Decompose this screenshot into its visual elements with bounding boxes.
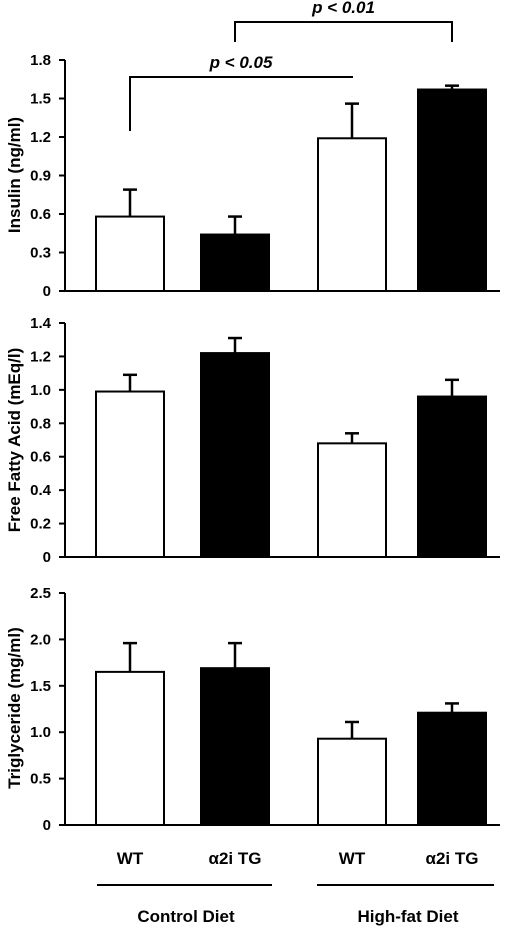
y-tick-label: 0.8 xyxy=(30,415,51,432)
bar-0 xyxy=(95,215,165,292)
y-tick-label: 0 xyxy=(43,283,51,300)
chart-panels: 0 0.3 0.6 0.9 1.2 1.5 1.8 Insulin (ng/ml) p < 0.… xyxy=(5,0,500,834)
y-tick-label: 0.9 xyxy=(30,168,51,185)
group-label-control: Control Diet xyxy=(137,907,235,926)
y-tick-label: 0.6 xyxy=(30,449,51,466)
x-label-2: WT xyxy=(339,849,366,868)
bar-0 xyxy=(95,670,165,826)
y-tick-label: 0.2 xyxy=(30,516,51,533)
significance-label-0: p < 0.05 xyxy=(209,53,273,72)
group-label-highfat: High-fat Diet xyxy=(357,907,458,926)
bar-2 xyxy=(317,737,387,826)
significance-bracket-1 xyxy=(234,21,453,42)
y-tick-label: 0 xyxy=(43,549,51,566)
y-tick-label: 1.4 xyxy=(30,315,52,332)
y-tick-label: 0.3 xyxy=(30,245,51,262)
bar-3 xyxy=(417,395,487,558)
chart-panel-0: 0 0.3 0.6 0.9 1.2 1.5 1.8 Insulin (ng/ml) p < 0.… xyxy=(5,0,500,300)
y-tick-label: 1.2 xyxy=(30,129,51,146)
y-tick-label: 0.5 xyxy=(30,771,51,788)
y-tick-label: 1.5 xyxy=(30,91,51,108)
y-tick-label: 0.4 xyxy=(30,482,52,499)
significance-label-1: p < 0.01 xyxy=(311,0,375,17)
x-label-0: WT xyxy=(117,849,144,868)
x-label-3: α2i TG xyxy=(426,849,479,868)
x-label-1: α2i TG xyxy=(209,849,262,868)
y-tick-label: 0 xyxy=(43,817,51,834)
bar-1 xyxy=(200,233,270,293)
bar-0 xyxy=(95,390,165,558)
significance-bracket-0 xyxy=(129,76,353,131)
y-tick-label: 1.2 xyxy=(30,348,51,365)
y-tick-label: 2.0 xyxy=(30,631,51,648)
y-tick-label: 2.5 xyxy=(30,585,51,602)
bar-2 xyxy=(317,137,387,292)
bar-1 xyxy=(200,352,270,559)
chart-panel-1: 0 0.2 0.4 0.6 0.8 1.0 1.2 1.4 Free Fatty Acid (m… xyxy=(5,315,500,566)
bar-1 xyxy=(200,667,270,827)
bar-3 xyxy=(417,88,487,293)
x-axis-labels: WT α2i TG WT α2i TG Control Diet High-fa… xyxy=(97,849,494,926)
bar-3 xyxy=(417,711,487,826)
y-tick-label: 1.0 xyxy=(30,382,51,399)
y-axis-label: Triglyceride (mg/ml) xyxy=(5,627,24,789)
y-tick-label: 1.0 xyxy=(30,724,51,741)
y-tick-label: 0.6 xyxy=(30,206,51,223)
y-tick-label: 1.8 xyxy=(30,52,51,69)
y-tick-label: 1.5 xyxy=(30,678,51,695)
chart-panel-2: 0 0.5 1.0 1.5 2.0 2.5 Triglyceride (mg/ml) xyxy=(5,585,500,834)
y-axis-label: Free Fatty Acid (mEq/l) xyxy=(5,348,24,533)
bar-2 xyxy=(317,442,387,559)
y-axis-label: Insulin (ng/ml) xyxy=(5,117,24,233)
